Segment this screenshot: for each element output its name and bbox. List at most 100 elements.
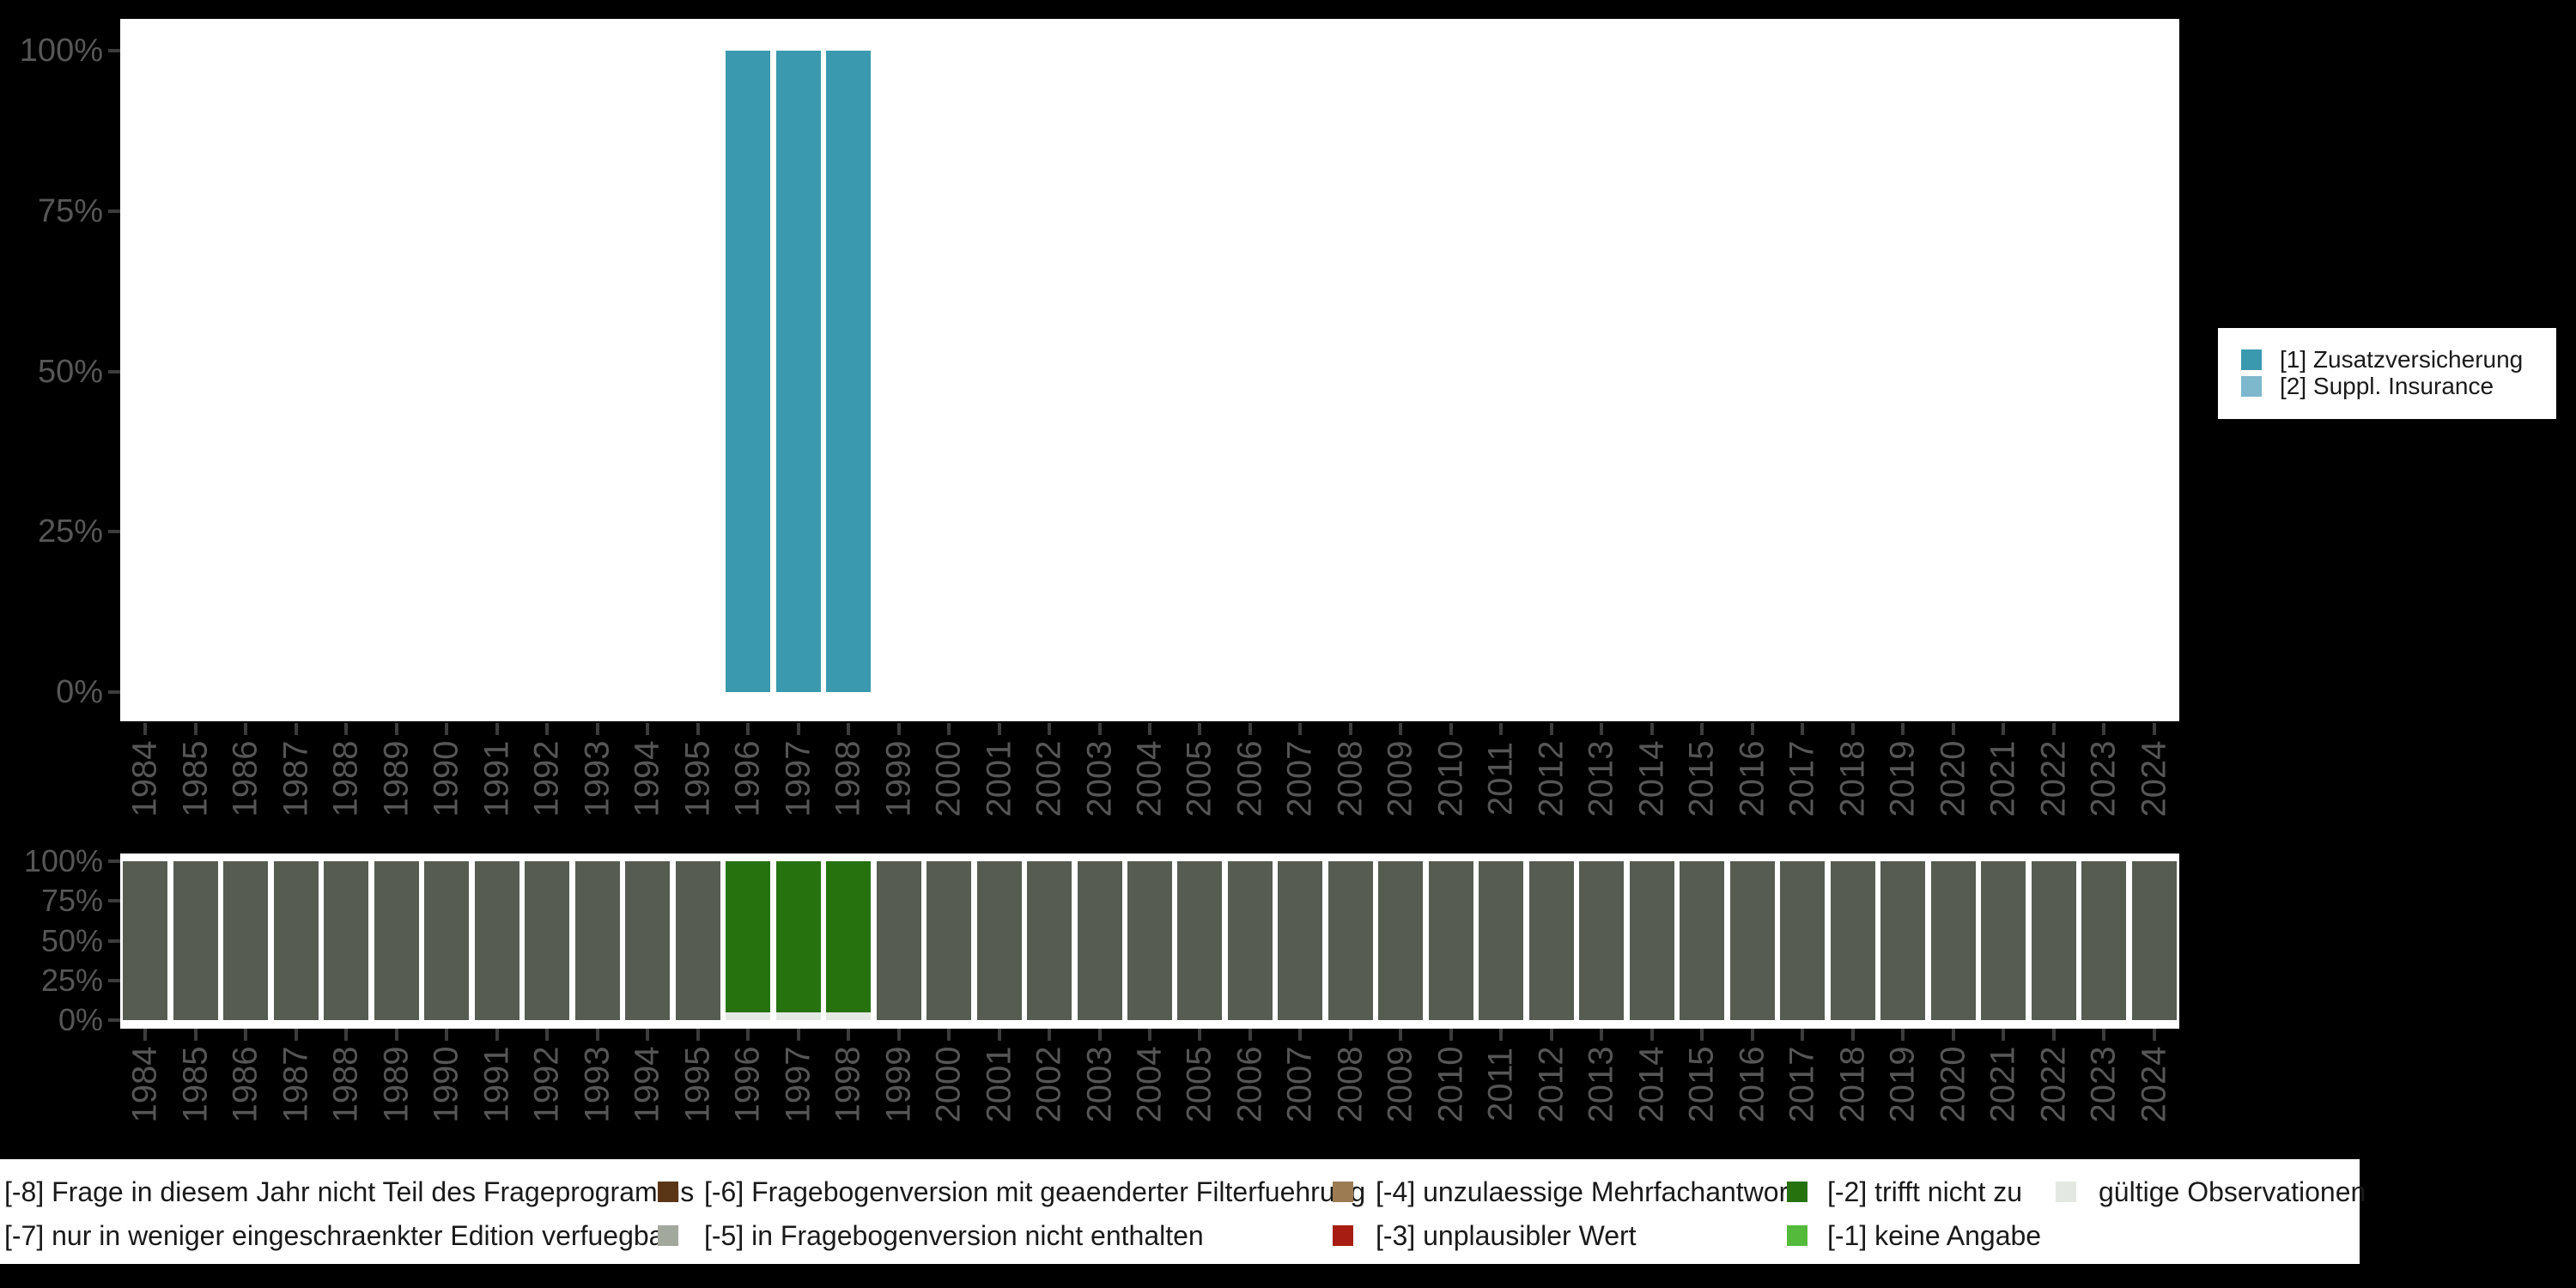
values-legend: [1] Zusatzversicherung [2] Suppl. Insuran… (2218, 328, 2556, 419)
legend-item-label: [-8] Frage in diesem Jahr nicht Teil des… (4, 1176, 695, 1207)
bar-segment (775, 51, 821, 692)
legend-key-swatch (2241, 376, 2262, 397)
x-axis-year-label: 2006 (1230, 740, 1269, 817)
bar-segment (726, 1012, 771, 1020)
x-axis-tick (1048, 723, 1052, 735)
x-axis-tick (847, 1029, 851, 1041)
bar-segment (826, 861, 872, 1012)
x-axis-tick (445, 1029, 449, 1041)
x-axis-year-label: 2024 (2135, 740, 2173, 817)
y-axis-tick (108, 530, 120, 534)
x-axis-year-label: 2022 (2034, 740, 2073, 817)
x-axis-year-label: 2021 (1984, 1046, 2022, 1123)
bar-segment (775, 861, 821, 1012)
legend-key-swatch (658, 1182, 678, 1202)
legend-key-swatch (1333, 1225, 1353, 1246)
x-axis-tick (1801, 723, 1805, 735)
x-axis-tick (495, 723, 499, 735)
x-axis-tick (143, 723, 148, 735)
x-axis-tick (1348, 1029, 1352, 1041)
x-axis-tick (595, 723, 599, 735)
x-axis-tick (1198, 1029, 1202, 1041)
x-axis-year-label: 2014 (1632, 1046, 1671, 1123)
x-axis-year-label: 2007 (1280, 1046, 1319, 1123)
x-axis-tick (947, 1029, 951, 1041)
x-axis-year-label: 2023 (2084, 740, 2123, 817)
y-axis-label: 75% (40, 883, 103, 919)
bar-segment (1278, 861, 1323, 1020)
x-axis-tick (1750, 723, 1754, 735)
bar-segment (726, 51, 771, 692)
x-axis-year-label: 1991 (477, 1046, 516, 1123)
legend-item-label: [-4] unzulaessige Mehrfachantwort (1376, 1176, 1796, 1207)
y-axis-tick (108, 209, 120, 213)
x-axis-year-label: 1993 (578, 1046, 617, 1123)
x-axis-year-label: 2018 (1833, 1046, 1872, 1123)
bar-segment (1880, 861, 1926, 1020)
bar-segment (1479, 861, 1524, 1020)
x-axis-year-label: 2005 (1180, 1046, 1218, 1123)
bar-segment (1327, 861, 1373, 1020)
bar-segment (927, 861, 972, 1020)
x-axis-tick (2152, 723, 2156, 735)
x-axis-year-label: 1996 (728, 740, 767, 817)
x-axis-tick (1449, 723, 1453, 735)
x-axis-tick (1951, 1029, 1955, 1041)
bar-segment (1127, 861, 1172, 1020)
x-axis-year-label: 2018 (1833, 740, 1872, 817)
x-axis-year-label: 1985 (176, 1046, 215, 1123)
x-axis-tick (1298, 1029, 1303, 1041)
bar-segment (525, 861, 570, 1020)
bar-segment (876, 861, 921, 1020)
x-axis-tick (595, 1029, 599, 1041)
x-axis-year-label: 2009 (1381, 1046, 1419, 1123)
x-axis-year-label: 1997 (779, 740, 817, 817)
x-axis-year-label: 2015 (1682, 740, 1721, 817)
x-axis-tick (1348, 723, 1352, 735)
x-axis-year-label: 2013 (1582, 1046, 1620, 1123)
x-axis-tick (2051, 1029, 2056, 1041)
x-axis-year-label: 2003 (1080, 1046, 1118, 1123)
x-axis-tick (1449, 1029, 1453, 1041)
x-axis-tick (1649, 723, 1654, 735)
x-axis-year-label: 2001 (980, 1046, 1018, 1123)
x-axis-tick (1198, 723, 1202, 735)
x-axis-year-label: 2010 (1431, 1046, 1470, 1123)
bar-segment (1227, 861, 1273, 1020)
legend-key-swatch (2241, 349, 2262, 370)
bar-segment (1729, 861, 1775, 1020)
x-axis-year-label: 2019 (1883, 740, 1922, 817)
x-axis-year-label: 2023 (2084, 1046, 2123, 1123)
x-axis-tick (1248, 723, 1252, 735)
x-axis-year-label: 1996 (728, 1046, 767, 1123)
legend-item-label: [-7] nur in weniger eingeschraenkter Edi… (4, 1220, 674, 1251)
x-axis-year-label: 2020 (1934, 740, 1972, 817)
x-axis-year-label: 1999 (879, 740, 918, 817)
bar-segment (826, 51, 872, 692)
x-axis-year-label: 2005 (1180, 740, 1218, 817)
x-axis-tick (545, 1029, 550, 1041)
x-axis-year-label: 2019 (1883, 1046, 1922, 1123)
x-axis-tick (646, 723, 650, 735)
x-axis-tick (1499, 723, 1504, 735)
bar-segment (1780, 861, 1826, 1020)
y-axis-label: 0% (58, 1002, 103, 1037)
x-axis-year-label: 1995 (678, 1046, 717, 1123)
bar-segment (1077, 861, 1122, 1020)
x-axis-tick (1148, 1029, 1151, 1041)
x-axis-year-label: 1992 (527, 1046, 566, 1123)
x-axis-year-label: 1989 (377, 1046, 416, 1123)
bar-segment (374, 861, 419, 1020)
x-axis-year-label: 2008 (1331, 740, 1370, 817)
x-axis-tick (746, 723, 750, 735)
x-axis-tick (1399, 1029, 1403, 1041)
legend-key-swatch (2056, 1182, 2076, 1202)
y-axis-label: 50% (40, 922, 103, 958)
legend-item-label: [-3] unplausibler Wert (1376, 1220, 1637, 1251)
bar-segment (2131, 861, 2177, 1020)
legend-item-label: [2] Suppl. Insurance (2280, 373, 2494, 399)
x-axis-year-label: 2003 (1080, 740, 1118, 817)
y-axis-label: 100% (23, 843, 103, 878)
x-axis-year-label: 2004 (1130, 740, 1169, 817)
x-axis-tick (244, 723, 248, 735)
